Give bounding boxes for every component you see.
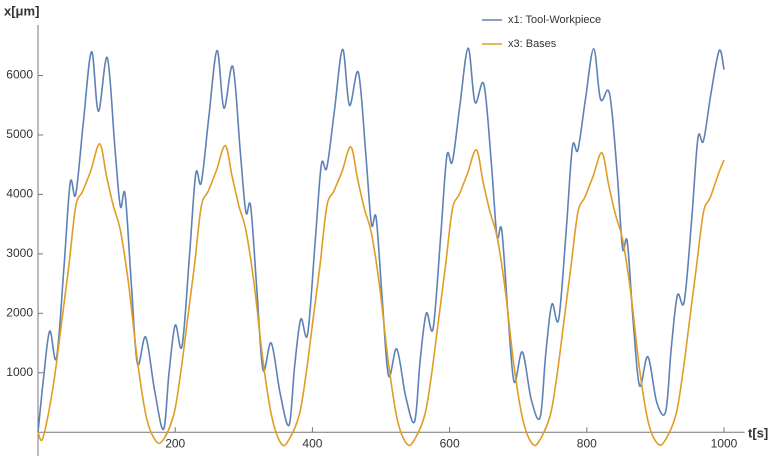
x-tick-label: 400 — [302, 436, 322, 450]
series-line — [37, 143, 725, 447]
y-tick-label: 3000 — [6, 246, 33, 260]
x-tick-label: 1000 — [711, 436, 738, 450]
x-axis-label: t[s] — [748, 425, 768, 440]
x-tick-label: 600 — [440, 436, 460, 450]
legend-label: x3: Bases — [508, 38, 557, 50]
y-tick-label: 2000 — [6, 305, 33, 319]
y-tick-label: 6000 — [6, 68, 33, 82]
y-tick-label: 1000 — [6, 365, 33, 379]
y-tick-label: 4000 — [6, 187, 33, 201]
x-tick-label: 200 — [165, 436, 185, 450]
series-line — [37, 47, 725, 433]
legend-label: x1: Tool-Workpiece — [508, 14, 601, 26]
y-tick-label: 5000 — [6, 127, 33, 141]
y-axis-label: x[μm] — [4, 3, 39, 18]
x-tick-label: 800 — [577, 436, 597, 450]
